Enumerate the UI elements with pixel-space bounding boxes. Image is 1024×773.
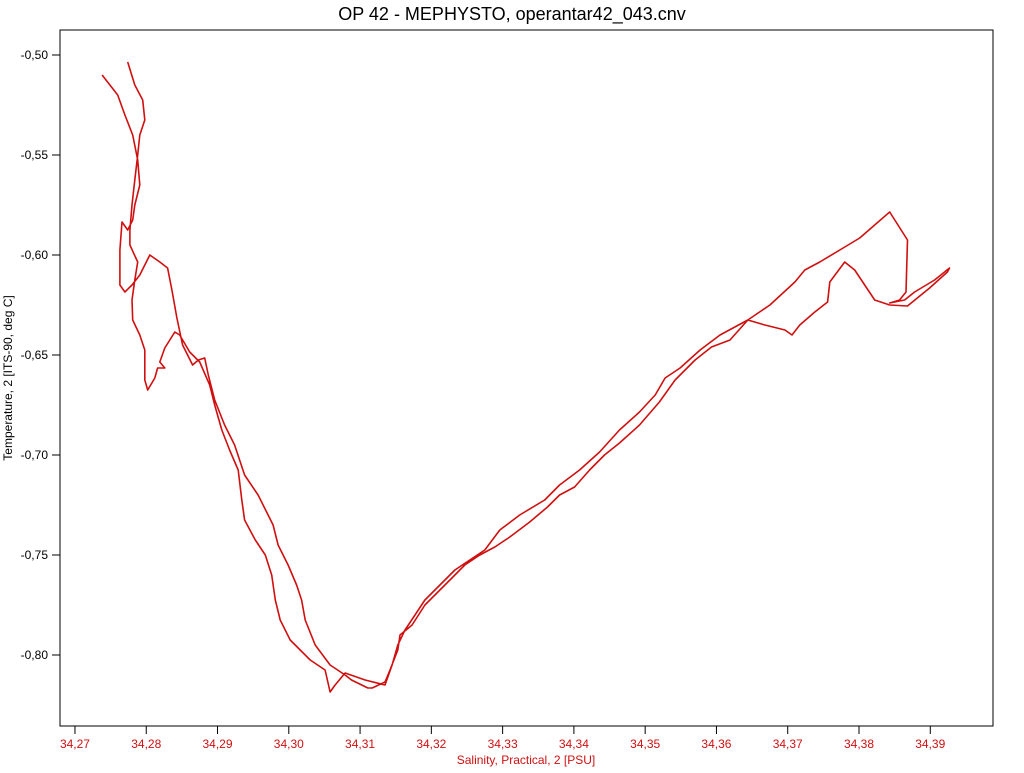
x-tick-label: 34,33 [488,737,518,751]
y-tick-label: -0,65 [21,348,49,362]
data-line [101,61,951,693]
x-tick-label: 34,36 [701,737,731,751]
x-tick-label: 34,27 [60,737,90,751]
y-tick-label: -0,75 [21,548,49,562]
chart-title: OP 42 - MEPHYSTO, operantar42_043.cnv [338,4,686,25]
y-axis-label: Temperature, 2 [ITS-90, deg C] [1,295,15,460]
y-tick-label: -0,50 [21,48,49,62]
x-tick-label: 34,30 [274,737,304,751]
y-tick-label: -0,80 [21,648,49,662]
plot-frame [59,29,994,727]
x-tick-label: 34,31 [345,737,375,751]
x-tick-label: 34,38 [844,737,874,751]
y-tick-label: -0,70 [21,448,49,462]
y-tick-label: -0,55 [21,148,49,162]
x-tick-label: 34,37 [773,737,803,751]
y-tick-label: -0,60 [21,248,49,262]
x-tick-label: 34,32 [416,737,446,751]
x-tick-label: 34,28 [131,737,161,751]
x-tick-label: 34,34 [559,737,589,751]
x-tick-label: 34,29 [203,737,233,751]
x-tick-label: 34,35 [630,737,660,751]
x-tick-label: 34,39 [915,737,945,751]
x-axis-label: Salinity, Practical, 2 [PSU] [457,753,596,767]
